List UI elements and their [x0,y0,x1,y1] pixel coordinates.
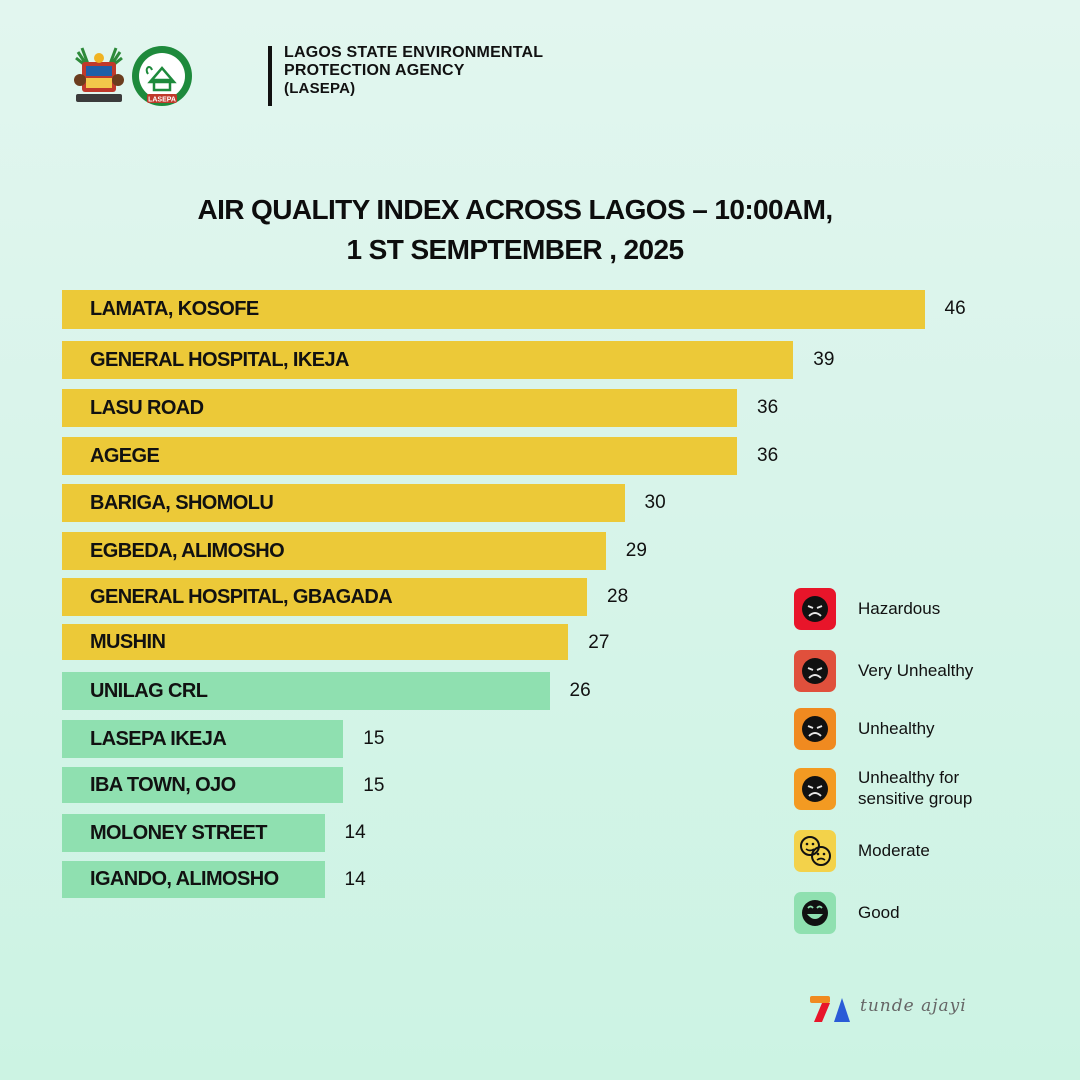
chart-title-line-2: 1 ST SEMPTEMBER , 2025 [346,234,685,265]
laughing-face-icon [794,892,836,934]
bar-5: EGBEDA, ALIMOSHO [62,532,606,570]
legend-label: Very Unhealthy [858,661,974,680]
legend-item-0: Hazardous [792,586,1052,632]
bar-label: GENERAL HOSPITAL, IKEJA [90,348,349,371]
bar-label: MOLONEY STREET [90,821,267,844]
bar-value-label: 28 [607,586,629,607]
bar-value-label: 46 [944,298,966,319]
ta-logo-icon [810,996,850,1022]
frown-face-icon [794,588,836,630]
bar-label: GENERAL HOSPITAL, GBAGADA [90,585,393,608]
legend-label: Moderate [858,841,930,860]
bar-11: MOLONEY STREET [62,814,325,852]
chart-title-line-1: AIR QUALITY INDEX ACROSS LAGOS – 10:00AM… [197,194,833,225]
agency-line-1: LAGOS STATE ENVIRONMENTAL [284,44,544,61]
legend-label: Good [858,903,900,922]
legend-item-5: Good [792,890,1052,936]
bar-9: LASEPA IKEJA [62,720,344,758]
bar-value-label: 15 [363,728,385,749]
bar-value-label: 30 [644,492,666,513]
bar-label: LASU ROAD [90,396,204,419]
bar-label: IGANDO, ALIMOSHO [90,868,279,890]
bar-value-label: 14 [344,822,366,843]
legend-label: Unhealthy [858,719,935,738]
bar-7: MUSHIN [62,624,569,660]
legend-item-2: Unhealthy [792,706,1052,752]
bar-0: LAMATA, KOSOFE [62,290,925,329]
legend-label: Hazardous [858,599,941,618]
bar-label: BARIGA, SHOMOLU [90,491,274,514]
bar-6: GENERAL HOSPITAL, GBAGADA [62,578,587,616]
bar-value-label: 29 [625,540,647,561]
legend-item-4: Moderate [792,828,1052,874]
bar-value-label: 15 [363,775,385,796]
watermark-signature: tunde ajayi [860,996,967,1016]
bar-8: UNILAG CRL [62,672,550,710]
frown-face-icon [794,768,836,810]
bar-3: AGEGE [62,437,737,475]
agency-line-2: PROTECTION AGENCY [284,62,465,79]
lasepa-seal-icon: LASEPA [132,46,192,106]
bar-10: IBA TOWN, OJO [62,767,344,803]
bar-value-label: 26 [569,680,591,701]
svg-text:LASEPA: LASEPA [148,97,176,104]
agency-name: LAGOS STATE ENVIRONMENTAL PROTECTION AGE… [284,44,543,98]
agency-line-3: (LASEPA) [284,80,356,97]
bar-value-label: 36 [757,445,779,466]
frown-face-icon [794,708,836,750]
lagos-state-crest-icon [74,47,124,102]
legend-label: Unhealthy for sensitive group [858,768,973,808]
bar-label: IBA TOWN, OJO [90,773,236,796]
bar-1: GENERAL HOSPITAL, IKEJA [62,341,794,379]
bar-2: LASU ROAD [62,389,737,427]
bar-value-label: 39 [813,349,835,370]
bar-value-label: 14 [344,869,366,890]
legend-item-3: Unhealthy for sensitive group [792,766,1052,812]
bar-label: EGBEDA, ALIMOSHO [90,539,285,562]
bar-label: AGEGE [90,444,160,467]
bar-12: IGANDO, ALIMOSHO [62,861,325,898]
bar-label: UNILAG CRL [90,679,208,702]
bar-label: MUSHIN [90,630,166,653]
bar-value-label: 27 [588,632,610,653]
bar-label: LASEPA IKEJA [90,727,227,750]
legend-item-1: Very Unhealthy [792,648,1052,694]
frown-face-icon [794,650,836,692]
chart-title: AIR QUALITY INDEX ACROSS LAGOS – 10:00AM… [0,190,1030,270]
header-divider [268,46,272,106]
mixed-faces-icon [794,830,836,872]
watermark: tunde ajayi [808,990,1008,1030]
bar-4: BARIGA, SHOMOLU [62,484,625,522]
bar-value-label: 36 [757,397,779,418]
bar-label: LAMATA, KOSOFE [90,298,259,320]
